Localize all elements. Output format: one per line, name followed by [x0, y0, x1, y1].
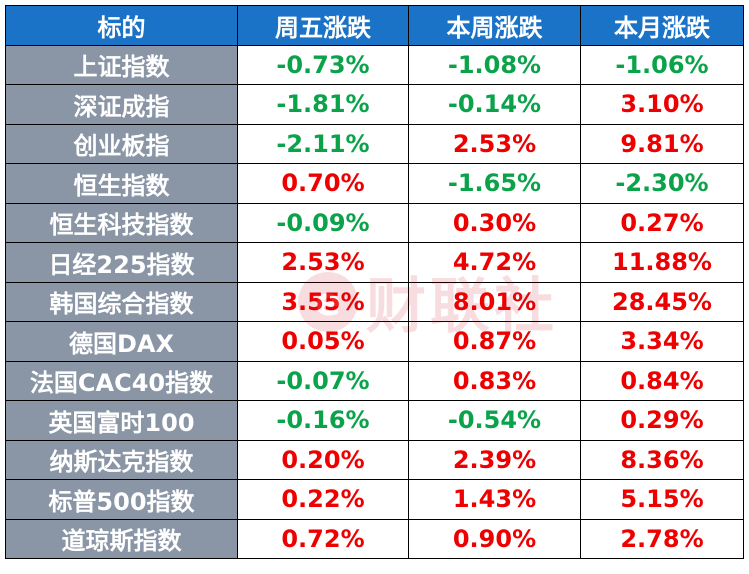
friday-change-value: -1.81%: [237, 84, 409, 125]
week-change-value: 2.53%: [408, 123, 581, 164]
week-change-value: 0.90%: [408, 518, 581, 559]
index-name: 道琼斯指数: [5, 518, 238, 559]
friday-change-value: 0.72%: [237, 518, 409, 559]
table-row: 法国CAC40指数 -0.07% 0.83% 0.84%: [5, 360, 744, 401]
index-name: 恒生指数: [5, 163, 238, 204]
index-name: 上证指数: [5, 44, 238, 85]
friday-change-value: 0.05%: [237, 321, 409, 362]
table-row: 纳斯达克指数 0.20% 2.39% 8.36%: [5, 439, 744, 480]
table-row: 恒生指数 0.70% -1.65% -2.30%: [5, 163, 744, 204]
table-row: 德国DAX 0.05% 0.87% 3.34%: [5, 321, 744, 362]
table-row: 创业板指 -2.11% 2.53% 9.81%: [5, 123, 744, 164]
month-change-value: 11.88%: [580, 242, 744, 283]
index-name: 德国DAX: [5, 321, 238, 362]
index-name: 创业板指: [5, 123, 238, 164]
month-change-value: 5.15%: [580, 479, 744, 520]
table-row: 道琼斯指数 0.72% 0.90% 2.78%: [5, 518, 744, 559]
friday-change-value: -0.73%: [237, 44, 409, 85]
month-change-value: 8.36%: [580, 439, 744, 480]
month-change-value: 9.81%: [580, 123, 744, 164]
index-name: 日经225指数: [5, 242, 238, 283]
month-change-value: 0.84%: [580, 360, 744, 401]
index-name: 标普500指数: [5, 479, 238, 520]
friday-change-value: -2.11%: [237, 123, 409, 164]
month-change-value: 0.29%: [580, 400, 744, 441]
index-name: 纳斯达克指数: [5, 439, 238, 480]
table-row: 上证指数 -0.73% -1.08% -1.06%: [5, 44, 744, 85]
index-name: 法国CAC40指数: [5, 360, 238, 401]
friday-change-value: 2.53%: [237, 242, 409, 283]
month-change-value: -2.30%: [580, 163, 744, 204]
week-change-value: 2.39%: [408, 439, 581, 480]
table-row: 韩国综合指数 3.55% 8.01% 28.45%: [5, 281, 744, 322]
month-change-value: 28.45%: [580, 281, 744, 322]
index-name: 韩国综合指数: [5, 281, 238, 322]
index-name: 恒生科技指数: [5, 202, 238, 243]
friday-change-value: 3.55%: [237, 281, 409, 322]
week-change-value: 0.30%: [408, 202, 581, 243]
week-change-value: 4.72%: [408, 242, 581, 283]
header-target: 标的: [5, 5, 238, 46]
table-row: 日经225指数 2.53% 4.72% 11.88%: [5, 242, 744, 283]
week-change-value: -1.08%: [408, 44, 581, 85]
friday-change-value: -0.07%: [237, 360, 409, 401]
week-change-value: 0.87%: [408, 321, 581, 362]
header-week-change: 本周涨跌: [408, 5, 581, 46]
table-row: 英国富时100 -0.16% -0.54% 0.29%: [5, 400, 744, 441]
friday-change-value: -0.09%: [237, 202, 409, 243]
month-change-value: 3.34%: [580, 321, 744, 362]
friday-change-value: 0.20%: [237, 439, 409, 480]
index-name: 深证成指: [5, 84, 238, 125]
table-row: 恒生科技指数 -0.09% 0.30% 0.27%: [5, 202, 744, 243]
table-row: 深证成指 -1.81% -0.14% 3.10%: [5, 84, 744, 125]
week-change-value: 0.83%: [408, 360, 581, 401]
friday-change-value: 0.70%: [237, 163, 409, 204]
index-performance-table: 标的 周五涨跌 本周涨跌 本月涨跌 上证指数 -0.73% -1.08% -1.06%…: [5, 5, 744, 559]
header-friday-change: 周五涨跌: [237, 5, 409, 46]
header-row: 标的 周五涨跌 本周涨跌 本月涨跌: [5, 5, 744, 46]
month-change-value: 3.10%: [580, 84, 744, 125]
week-change-value: -1.65%: [408, 163, 581, 204]
month-change-value: 0.27%: [580, 202, 744, 243]
friday-change-value: 0.22%: [237, 479, 409, 520]
month-change-value: 2.78%: [580, 518, 744, 559]
week-change-value: -0.14%: [408, 84, 581, 125]
month-change-value: -1.06%: [580, 44, 744, 85]
week-change-value: -0.54%: [408, 400, 581, 441]
week-change-value: 1.43%: [408, 479, 581, 520]
friday-change-value: -0.16%: [237, 400, 409, 441]
table-body: 上证指数 -0.73% -1.08% -1.06% 深证成指 -1.81% -0.14% 3.…: [5, 44, 744, 559]
index-name: 英国富时100: [5, 400, 238, 441]
table-row: 标普500指数 0.22% 1.43% 5.15%: [5, 479, 744, 520]
week-change-value: 8.01%: [408, 281, 581, 322]
header-month-change: 本月涨跌: [580, 5, 744, 46]
